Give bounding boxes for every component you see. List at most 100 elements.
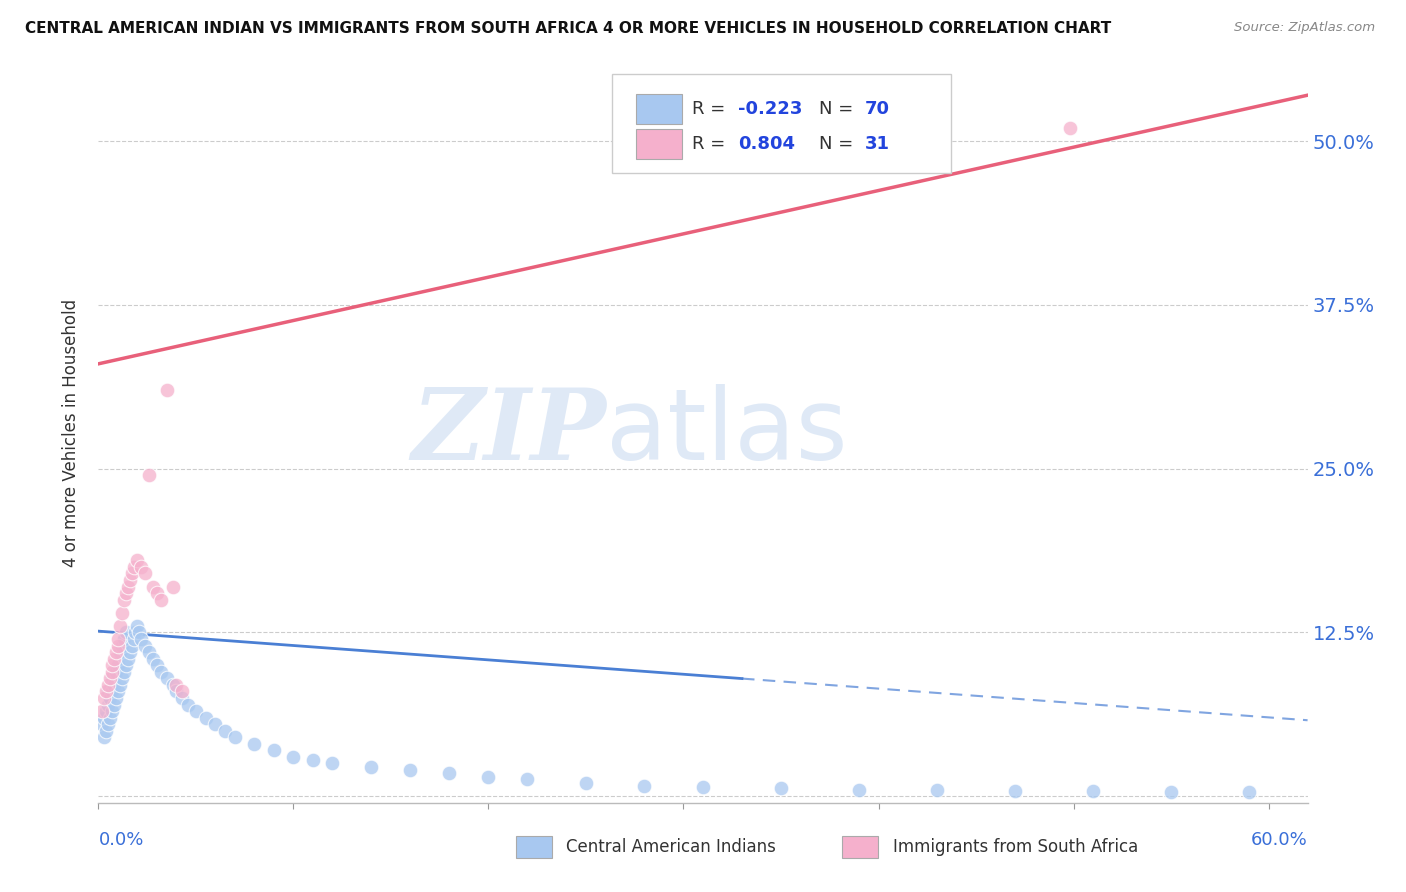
Text: atlas: atlas — [606, 384, 848, 481]
Point — [1160, 785, 1182, 799]
Point — [112, 665, 135, 679]
Point — [104, 665, 127, 679]
Text: 70: 70 — [865, 100, 890, 118]
Point — [214, 723, 236, 738]
Text: N =: N = — [820, 100, 859, 118]
Point — [122, 560, 145, 574]
Point — [101, 658, 124, 673]
FancyBboxPatch shape — [637, 95, 682, 124]
Point — [91, 717, 114, 731]
Point — [516, 772, 538, 787]
Point — [98, 690, 121, 705]
Point — [1004, 784, 1026, 798]
Point — [162, 678, 184, 692]
Point — [111, 639, 134, 653]
Point — [162, 580, 184, 594]
Point — [149, 592, 172, 607]
Point — [114, 586, 136, 600]
Point — [172, 690, 194, 705]
Point — [121, 566, 143, 581]
Point — [114, 658, 136, 673]
Text: 0.0%: 0.0% — [98, 831, 143, 849]
Text: ZIP: ZIP — [412, 384, 606, 481]
Point — [121, 639, 143, 653]
Point — [103, 698, 125, 712]
Point — [93, 711, 115, 725]
Point — [575, 776, 598, 790]
Text: R =: R = — [692, 100, 731, 118]
Text: 60.0%: 60.0% — [1251, 831, 1308, 849]
Point — [112, 592, 135, 607]
Point — [97, 678, 120, 692]
Point — [118, 573, 141, 587]
Point — [108, 645, 131, 659]
Point — [96, 684, 118, 698]
Point — [204, 717, 226, 731]
Point — [107, 684, 129, 698]
Point — [848, 782, 870, 797]
Point — [146, 658, 169, 673]
Point — [142, 580, 165, 594]
Point — [108, 619, 131, 633]
Text: Immigrants from South Africa: Immigrants from South Africa — [893, 838, 1137, 856]
Point — [692, 780, 714, 794]
Point — [97, 698, 120, 712]
Point — [769, 781, 792, 796]
FancyBboxPatch shape — [516, 836, 551, 858]
Point — [104, 645, 127, 659]
FancyBboxPatch shape — [842, 836, 879, 858]
Point — [138, 468, 160, 483]
Point — [107, 632, 129, 646]
Point — [104, 690, 127, 705]
Point — [1081, 784, 1104, 798]
Point — [124, 625, 146, 640]
Text: R =: R = — [692, 135, 731, 153]
Point — [131, 560, 153, 574]
Point — [96, 704, 118, 718]
Point — [117, 580, 139, 594]
Point — [131, 632, 153, 646]
FancyBboxPatch shape — [613, 73, 950, 173]
Point — [101, 665, 124, 679]
Point — [112, 632, 135, 646]
Text: N =: N = — [820, 135, 859, 153]
Point — [98, 711, 121, 725]
FancyBboxPatch shape — [637, 129, 682, 159]
Point — [111, 671, 134, 685]
Point — [925, 782, 948, 797]
Text: -0.223: -0.223 — [738, 100, 803, 118]
Point — [127, 619, 149, 633]
Point — [101, 671, 124, 685]
Point — [156, 671, 179, 685]
Point — [96, 723, 118, 738]
Point — [111, 606, 134, 620]
Point — [108, 678, 131, 692]
Point — [134, 566, 156, 581]
Point — [165, 684, 187, 698]
Point — [156, 383, 179, 397]
Point — [302, 753, 325, 767]
Point — [138, 645, 160, 659]
Text: 0.804: 0.804 — [738, 135, 794, 153]
Point — [172, 684, 194, 698]
Point — [439, 765, 461, 780]
Point — [93, 731, 115, 745]
Point — [1237, 785, 1260, 799]
Point — [122, 632, 145, 646]
Point — [101, 684, 124, 698]
Text: CENTRAL AMERICAN INDIAN VS IMMIGRANTS FROM SOUTH AFRICA 4 OR MORE VEHICLES IN HO: CENTRAL AMERICAN INDIAN VS IMMIGRANTS FR… — [25, 21, 1112, 36]
Text: 31: 31 — [865, 135, 890, 153]
Point — [91, 704, 114, 718]
Point — [633, 779, 655, 793]
Point — [184, 704, 207, 718]
Point — [114, 625, 136, 640]
Text: Central American Indians: Central American Indians — [567, 838, 776, 856]
Point — [93, 690, 115, 705]
Point — [177, 698, 200, 712]
Point — [321, 756, 343, 771]
Point — [107, 639, 129, 653]
Point — [127, 553, 149, 567]
Point — [477, 770, 499, 784]
Point — [128, 625, 150, 640]
Point — [146, 586, 169, 600]
